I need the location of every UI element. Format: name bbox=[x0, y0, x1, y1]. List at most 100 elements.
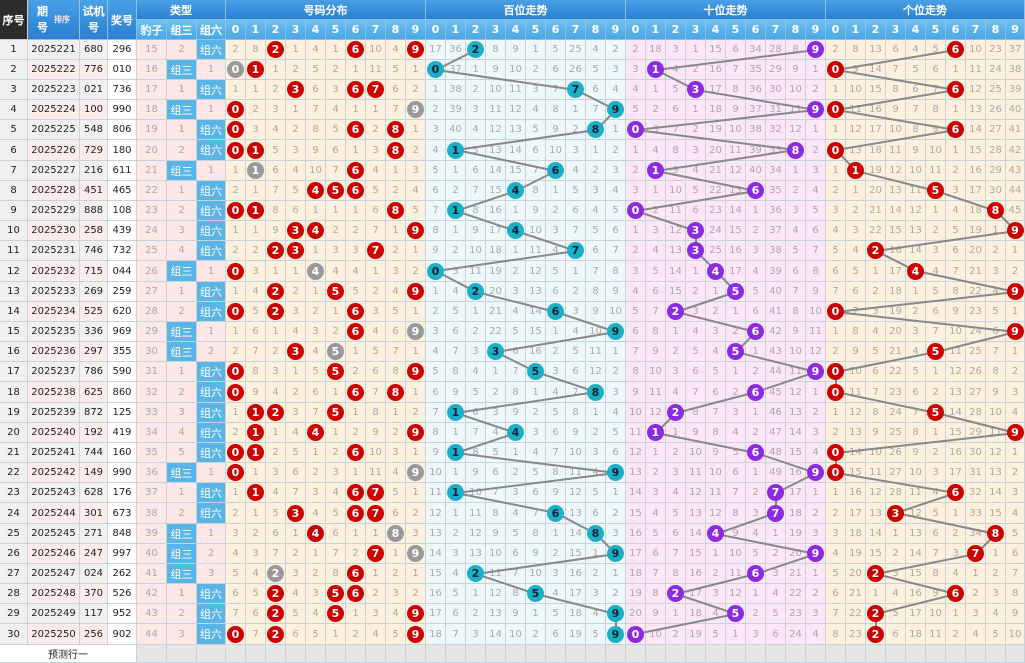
predict-cell[interactable] bbox=[566, 645, 586, 663]
predict-cell[interactable] bbox=[826, 645, 846, 663]
trend-cell: 9 bbox=[646, 342, 666, 362]
trend-cell: 7 bbox=[426, 403, 446, 423]
trend-cell: 14 bbox=[846, 443, 866, 463]
predict-cell[interactable] bbox=[646, 645, 666, 663]
trend-cell: 2 bbox=[646, 201, 666, 221]
predict-cell[interactable] bbox=[406, 645, 426, 663]
predict-cell[interactable] bbox=[626, 645, 646, 663]
trend-cell: 5 bbox=[626, 302, 646, 322]
trend-cell: 14 bbox=[726, 201, 746, 221]
type-cell: 1 bbox=[167, 584, 197, 604]
trend-cell: 4 bbox=[546, 584, 566, 604]
dist-ball: 8 bbox=[387, 202, 404, 219]
row-seq: 17 bbox=[0, 362, 28, 382]
trend-cell: 13 bbox=[666, 241, 686, 261]
predict-cell[interactable] bbox=[606, 645, 626, 663]
trend-cell: 4 bbox=[226, 544, 246, 564]
predict-cell[interactable] bbox=[246, 645, 266, 663]
dist-ball: 9 bbox=[407, 101, 424, 118]
shi-ball: 9 bbox=[807, 363, 824, 380]
predict-cell[interactable] bbox=[346, 645, 366, 663]
trend-cell: 6 bbox=[326, 524, 346, 544]
predict-cell[interactable] bbox=[706, 645, 726, 663]
predict-cell[interactable] bbox=[946, 645, 966, 663]
predict-cell[interactable] bbox=[1006, 645, 1025, 663]
trend-cell: 6 bbox=[346, 443, 366, 463]
trend-cell: 2 bbox=[426, 302, 446, 322]
predict-cell[interactable] bbox=[926, 645, 946, 663]
predict-cell[interactable] bbox=[686, 645, 706, 663]
predict-cell[interactable] bbox=[197, 645, 226, 663]
predict-cell[interactable] bbox=[486, 645, 506, 663]
trend-cell: 2 bbox=[666, 443, 686, 463]
predict-cell[interactable] bbox=[526, 645, 546, 663]
trend-cell: 8 bbox=[386, 140, 406, 161]
predict-cell[interactable] bbox=[886, 645, 906, 663]
trend-cell: 4 bbox=[806, 443, 826, 463]
predict-cell[interactable] bbox=[506, 645, 526, 663]
trend-cell: 45 bbox=[1006, 201, 1025, 221]
predict-cell[interactable] bbox=[726, 645, 746, 663]
trend-cell: 36 bbox=[446, 40, 466, 60]
predict-cell[interactable] bbox=[966, 645, 986, 663]
predict-cell[interactable] bbox=[386, 645, 406, 663]
trend-cell: 15 bbox=[426, 564, 446, 584]
predict-cell[interactable] bbox=[906, 645, 926, 663]
trend-cell: 10 bbox=[566, 443, 586, 463]
predict-cell[interactable] bbox=[746, 645, 766, 663]
shi-ball: 6 bbox=[747, 565, 764, 582]
predict-cell[interactable] bbox=[766, 645, 786, 663]
trend-cell: 12 bbox=[786, 120, 806, 140]
header-dist: 号码分布 bbox=[226, 0, 426, 20]
predict-cell[interactable] bbox=[366, 645, 386, 663]
trend-cell: 21 bbox=[706, 161, 726, 181]
predict-cell[interactable] bbox=[986, 645, 1006, 663]
predict-cell[interactable] bbox=[426, 645, 446, 663]
predict-cell[interactable] bbox=[466, 645, 486, 663]
dist-ball: 2 bbox=[267, 565, 284, 582]
trend-cell: 6 bbox=[286, 201, 306, 221]
predict-cell[interactable] bbox=[586, 645, 606, 663]
predict-cell[interactable] bbox=[806, 645, 826, 663]
predict-cell[interactable] bbox=[286, 645, 306, 663]
header-bai: 百位走势 bbox=[426, 0, 626, 20]
trend-cell: 1 bbox=[826, 161, 846, 181]
predict-cell[interactable] bbox=[866, 645, 886, 663]
trend-cell: 14 bbox=[566, 524, 586, 544]
trend-cell: 12 bbox=[486, 584, 506, 604]
trend-cell: 2 bbox=[686, 120, 706, 140]
sort-button[interactable]: 排序 bbox=[54, 15, 70, 24]
dist-ball: 0 bbox=[227, 141, 244, 159]
row-seq: 3 bbox=[0, 80, 28, 100]
predict-cell[interactable] bbox=[666, 645, 686, 663]
predict-cell[interactable] bbox=[446, 645, 466, 663]
predict-cell[interactable] bbox=[786, 645, 806, 663]
predict-cell[interactable] bbox=[266, 645, 286, 663]
bai-ball: 3 bbox=[487, 343, 504, 360]
header-issue[interactable]: 期号 排序 bbox=[28, 0, 80, 40]
trend-cell: 1 bbox=[346, 463, 366, 483]
trend-cell: 2 bbox=[746, 483, 766, 503]
shi-ball: 1 bbox=[647, 61, 664, 78]
predict-cell[interactable] bbox=[167, 645, 197, 663]
trend-cell: 5 bbox=[806, 201, 826, 221]
trend-cell: 37 bbox=[446, 60, 466, 80]
trend-cell: 12 bbox=[486, 120, 506, 140]
trend-cell: 7 bbox=[566, 80, 586, 100]
predict-cell[interactable] bbox=[546, 645, 566, 663]
trend-cell: 19 bbox=[786, 524, 806, 544]
trend-cell: 7 bbox=[286, 483, 306, 503]
trend-cell: 6 bbox=[946, 40, 966, 60]
trend-cell: 1 bbox=[546, 181, 566, 201]
predict-cell[interactable] bbox=[306, 645, 326, 663]
trend-cell: 8 bbox=[426, 221, 446, 241]
trend-cell: 12 bbox=[986, 443, 1006, 463]
shi-ball: 9 bbox=[807, 464, 824, 481]
predict-cell[interactable] bbox=[846, 645, 866, 663]
predict-cell[interactable] bbox=[137, 645, 167, 663]
type-cell: 组六 bbox=[197, 80, 226, 100]
predict-cell[interactable] bbox=[226, 645, 246, 663]
type-cell: 1 bbox=[167, 483, 197, 503]
trend-cell: 3 bbox=[606, 382, 626, 403]
predict-cell[interactable] bbox=[326, 645, 346, 663]
